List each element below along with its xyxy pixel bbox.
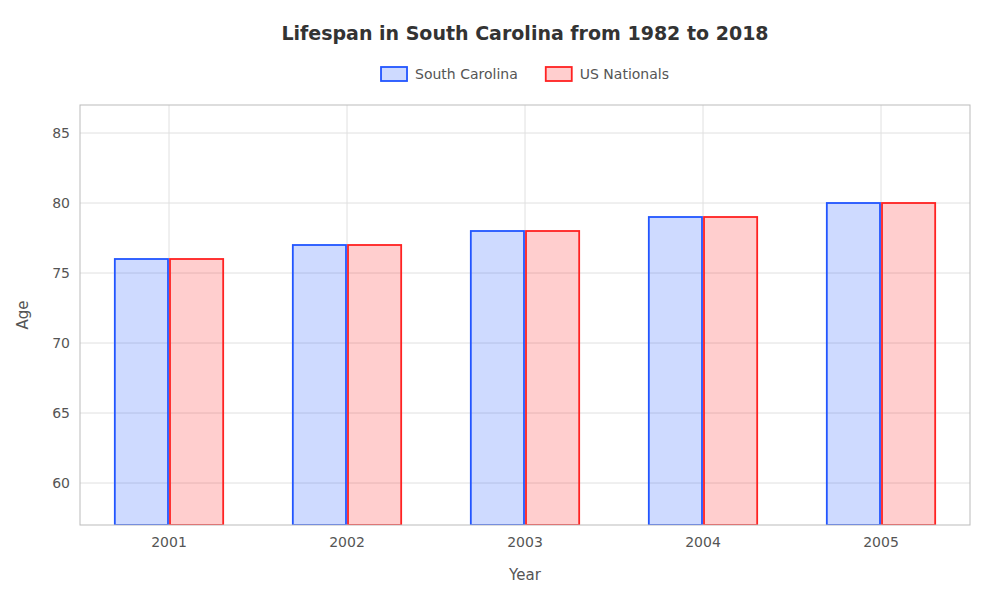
y-axis-label: Age xyxy=(14,300,32,329)
bar xyxy=(649,217,702,525)
legend-label: US Nationals xyxy=(580,66,669,82)
y-tick-label: 75 xyxy=(52,265,70,281)
x-tick-label: 2004 xyxy=(685,534,721,550)
legend-swatch xyxy=(546,67,572,81)
y-tick-label: 65 xyxy=(52,405,70,421)
bar xyxy=(115,259,168,525)
bar xyxy=(348,245,401,525)
bar xyxy=(471,231,524,525)
x-tick-label: 2002 xyxy=(329,534,365,550)
legend: South Carolina US Nationals xyxy=(381,66,669,82)
x-axis-label: Year xyxy=(508,566,542,584)
y-tick-label: 60 xyxy=(52,475,70,491)
bar xyxy=(526,231,579,525)
x-tick-label: 2001 xyxy=(151,534,187,550)
legend-item: US Nationals xyxy=(546,66,669,82)
x-tick-label: 2005 xyxy=(863,534,899,550)
bar xyxy=(704,217,757,525)
y-tick-label: 80 xyxy=(52,195,70,211)
bar xyxy=(170,259,223,525)
y-tick-label: 70 xyxy=(52,335,70,351)
legend-item: South Carolina xyxy=(381,66,518,82)
plot-frame xyxy=(80,105,970,525)
bars xyxy=(115,203,935,525)
legend-label: South Carolina xyxy=(415,66,518,82)
bar xyxy=(827,203,880,525)
x-tick-label: 2003 xyxy=(507,534,543,550)
bar xyxy=(882,203,935,525)
legend-swatch xyxy=(381,67,407,81)
chart-container: Lifespan in South Carolina from 1982 to … xyxy=(0,0,1000,600)
chart: Lifespan in South Carolina from 1982 to … xyxy=(0,0,1000,600)
y-tick-label: 85 xyxy=(52,125,70,141)
title: Lifespan in South Carolina from 1982 to … xyxy=(281,22,768,44)
bar xyxy=(293,245,346,525)
grid xyxy=(80,105,970,525)
